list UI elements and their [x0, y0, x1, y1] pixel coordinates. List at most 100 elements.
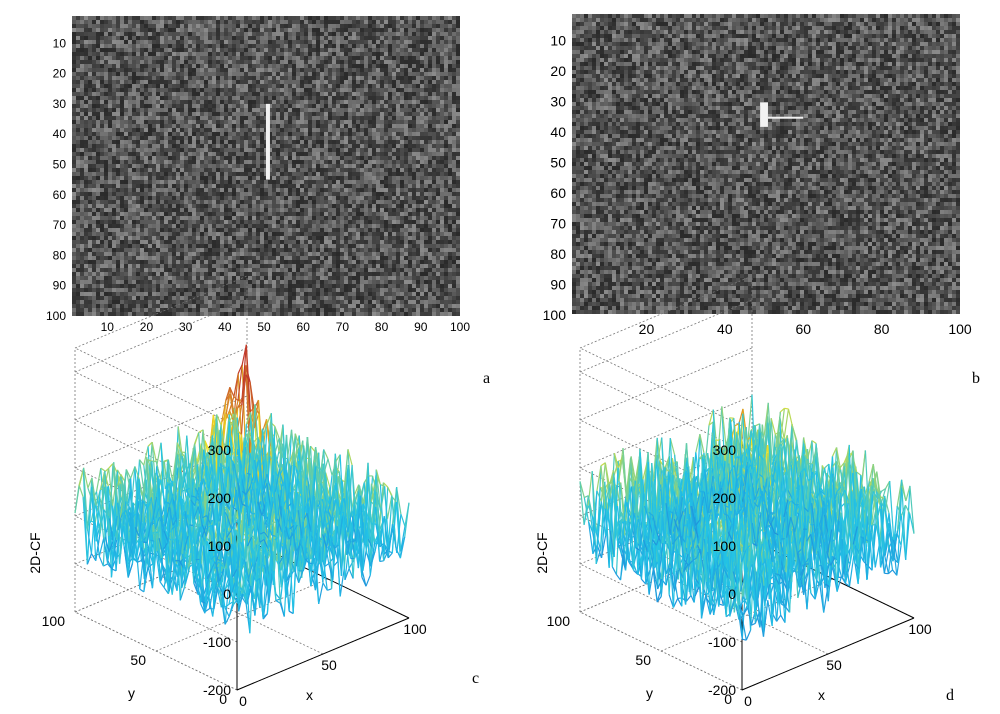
- a-noise-pixel: [288, 40, 292, 44]
- a-noise-pixel: [388, 76, 392, 80]
- a-noise-pixel: [376, 52, 380, 56]
- a-noise-pixel: [404, 44, 408, 48]
- a-noise-pixel: [280, 64, 284, 68]
- a-noise-pixel: [184, 88, 188, 92]
- a-noise-pixel: [208, 104, 212, 108]
- a-noise-pixel: [384, 112, 388, 116]
- a-noise-pixel: [132, 44, 136, 48]
- a-noise-pixel: [148, 64, 152, 68]
- a-noise-pixel: [452, 28, 456, 32]
- a-noise-pixel: [248, 128, 252, 132]
- a-noise-pixel: [308, 112, 312, 116]
- a-noise-pixel: [340, 100, 344, 104]
- a-noise-pixel: [292, 40, 296, 44]
- a-noise-pixel: [92, 28, 96, 32]
- a-noise-pixel: [128, 132, 132, 136]
- a-noise-pixel: [156, 124, 160, 128]
- a-noise-pixel: [96, 100, 100, 104]
- a-noise-pixel: [224, 44, 228, 48]
- a-noise-pixel: [416, 72, 420, 76]
- a-noise-pixel: [220, 108, 224, 112]
- a-noise-pixel: [400, 112, 404, 116]
- a-noise-pixel: [412, 44, 416, 48]
- a-noise-pixel: [332, 88, 336, 92]
- a-noise-pixel: [456, 112, 460, 116]
- a-noise-pixel: [160, 132, 164, 136]
- a-noise-pixel: [424, 92, 428, 96]
- a-noise-pixel: [184, 64, 188, 68]
- a-noise-pixel: [452, 88, 456, 92]
- a-noise-pixel: [248, 84, 252, 88]
- a-noise-pixel: [340, 116, 344, 120]
- a-noise-pixel: [124, 124, 128, 128]
- a-noise-pixel: [408, 64, 412, 68]
- a-noise-pixel: [364, 120, 368, 124]
- a-noise-pixel: [96, 128, 100, 132]
- a-noise-pixel: [424, 48, 428, 52]
- a-noise-pixel: [92, 84, 96, 88]
- a-noise-pixel: [420, 108, 424, 112]
- a-noise-pixel: [320, 124, 324, 128]
- a-noise-pixel: [384, 56, 388, 60]
- a-noise-pixel: [208, 120, 212, 124]
- a-noise-pixel: [156, 132, 160, 136]
- a-noise-pixel: [272, 48, 276, 52]
- a-noise-pixel: [424, 96, 428, 100]
- a-noise-pixel: [264, 96, 268, 100]
- a-noise-pixel: [356, 68, 360, 72]
- a-noise-pixel: [328, 96, 332, 100]
- a-noise-pixel: [152, 100, 156, 104]
- a-noise-pixel: [304, 124, 308, 128]
- a-noise-pixel: [340, 44, 344, 48]
- a-noise-pixel: [380, 120, 384, 124]
- a-noise-pixel: [452, 32, 456, 36]
- a-noise-pixel: [180, 16, 184, 20]
- a-noise-pixel: [336, 112, 340, 116]
- a-noise-pixel: [276, 128, 280, 132]
- a-noise-pixel: [416, 48, 420, 52]
- a-noise-pixel: [180, 60, 184, 64]
- a-noise-pixel: [224, 36, 228, 40]
- a-noise-pixel: [372, 64, 376, 68]
- a-noise-pixel: [428, 104, 432, 108]
- a-noise-pixel: [404, 112, 408, 116]
- a-noise-pixel: [296, 124, 300, 128]
- a-noise-pixel: [360, 24, 364, 28]
- a-noise-pixel: [212, 36, 216, 40]
- a-noise-pixel: [376, 104, 380, 108]
- a-noise-pixel: [176, 28, 180, 32]
- a-noise-pixel: [204, 96, 208, 100]
- a-noise-pixel: [448, 68, 452, 72]
- a-noise-pixel: [384, 16, 388, 20]
- a-noise-pixel: [336, 124, 340, 128]
- a-noise-pixel: [284, 44, 288, 48]
- a-noise-pixel: [436, 88, 440, 92]
- a-noise-pixel: [456, 92, 460, 96]
- a-noise-pixel: [172, 64, 176, 68]
- a-noise-pixel: [108, 28, 112, 32]
- a-noise-pixel: [332, 80, 336, 84]
- a-noise-pixel: [228, 124, 232, 128]
- a-noise-pixel: [232, 116, 236, 120]
- a-noise-pixel: [92, 80, 96, 84]
- a-noise-pixel: [248, 48, 252, 52]
- a-noise-pixel: [444, 100, 448, 104]
- a-noise-pixel: [116, 56, 120, 60]
- a-noise-pixel: [340, 128, 344, 132]
- a-noise-pixel: [324, 108, 328, 112]
- a-noise-pixel: [152, 104, 156, 108]
- a-noise-pixel: [276, 108, 280, 112]
- a-noise-pixel: [452, 80, 456, 84]
- a-noise-pixel: [140, 72, 144, 76]
- a-noise-pixel: [296, 112, 300, 116]
- a-noise-pixel: [84, 124, 88, 128]
- a-noise-pixel: [424, 88, 428, 92]
- a-noise-pixel: [144, 88, 148, 92]
- a-noise-pixel: [168, 88, 172, 92]
- a-noise-pixel: [344, 40, 348, 44]
- a-noise-pixel: [384, 128, 388, 132]
- a-noise-pixel: [72, 80, 76, 84]
- a-noise-pixel: [416, 24, 420, 28]
- a-noise-pixel: [140, 112, 144, 116]
- a-noise-pixel: [448, 84, 452, 88]
